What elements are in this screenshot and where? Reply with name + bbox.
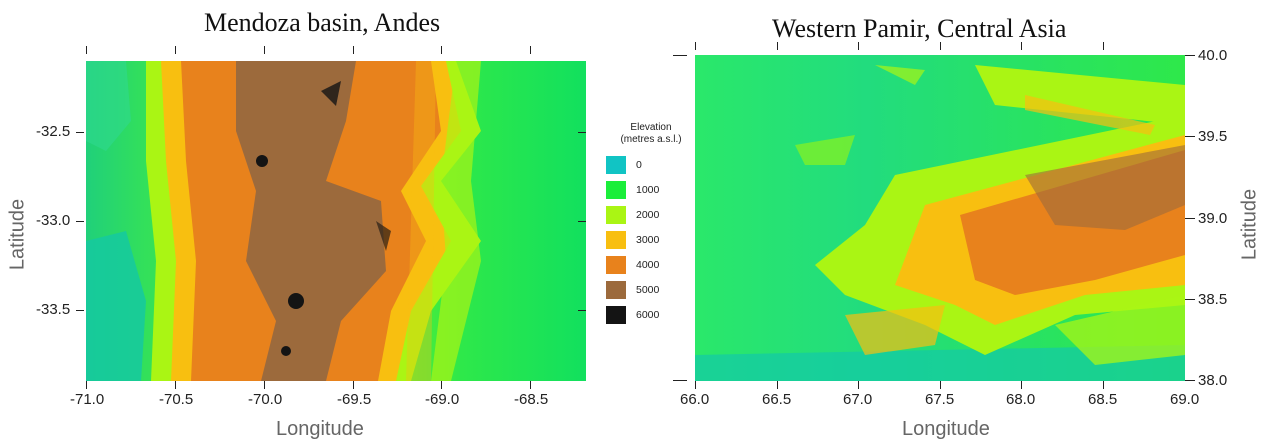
left-side-tick [76, 132, 84, 133]
right-side-tick [1185, 380, 1195, 381]
right-y-tick-label: 40.0 [1198, 47, 1228, 64]
left-bottom-tick [264, 381, 265, 389]
right-x-tick-label: 67.0 [843, 391, 873, 408]
legend-label: 5000 [636, 284, 660, 296]
left-bottom-tick [353, 381, 354, 389]
right-x-tick-label: 67.5 [925, 391, 955, 408]
legend-item: 0 [606, 156, 696, 174]
left-top-tick [441, 46, 442, 54]
legend-label: 6000 [636, 309, 660, 321]
left-y-tick-label: -33.5 [36, 301, 71, 318]
right-side-tick [1185, 299, 1195, 300]
right-side-tick [673, 55, 687, 56]
legend-label: 2000 [636, 209, 660, 221]
left-y-axis-label: Latitude [6, 198, 29, 271]
right-y-tick-label: 38.0 [1198, 372, 1228, 389]
right-bottom-tick [695, 381, 696, 389]
right-top-tick [777, 42, 778, 50]
left-y-tick-label: -32.5 [36, 123, 71, 140]
right-y-tick-label: 39.0 [1198, 210, 1228, 227]
legend-swatch [606, 206, 626, 224]
legend-label: 4000 [636, 259, 660, 271]
right-y-tick-label: 39.5 [1198, 128, 1228, 145]
right-side-tick [1185, 218, 1195, 219]
right-map-title: Western Pamir, Central Asia [772, 14, 1067, 43]
left-x-tick-label: -70.5 [159, 391, 194, 408]
right-elevation-map [695, 55, 1185, 381]
legend-label: 3000 [636, 234, 660, 246]
left-y-tick-label: -33.0 [36, 212, 71, 229]
legend-item: 1000 [606, 181, 696, 199]
left-top-tick [353, 46, 354, 54]
legend-swatch [606, 156, 626, 174]
right-x-tick-label: 68.5 [1088, 391, 1118, 408]
left-x-tick-label: -69.0 [425, 391, 460, 408]
legend-label: 0 [636, 159, 642, 171]
legend-swatch [606, 181, 626, 199]
right-x-tick-label: 66.0 [680, 391, 710, 408]
right-top-tick [1103, 42, 1104, 50]
right-side-tick [1185, 136, 1195, 137]
legend-item: 5000 [606, 281, 696, 299]
right-x-tick-label: 69.0 [1170, 391, 1200, 408]
legend-swatch [606, 256, 626, 274]
left-side-tick [76, 221, 84, 222]
legend-swatch [606, 281, 626, 299]
legend-title: Elevation [630, 122, 672, 133]
left-x-tick-label: -68.5 [514, 391, 549, 408]
right-x-axis-label: Longitude [902, 418, 990, 440]
legend-item: 4000 [606, 256, 696, 274]
right-top-tick [1021, 42, 1022, 50]
legend-item: 6000 [606, 306, 696, 324]
left-x-tick-label: -71.0 [70, 391, 105, 408]
left-x-tick-label: -69.5 [337, 391, 372, 408]
right-bottom-tick [940, 381, 941, 389]
legend-swatch [606, 231, 626, 249]
left-elevation-map [86, 61, 586, 381]
left-top-tick [530, 46, 531, 54]
right-side-tick [673, 380, 687, 381]
legend-item: 3000 [606, 231, 696, 249]
left-side-tick [578, 132, 586, 133]
left-side-tick [578, 221, 586, 222]
right-y-axis-label: Latitude [1238, 188, 1261, 261]
right-side-tick [1185, 55, 1195, 56]
elevation-legend: Elevation (metres a.s.l.) 0 1000 2000 30… [606, 122, 696, 324]
right-bottom-tick [858, 381, 859, 389]
right-top-tick [695, 42, 696, 50]
right-x-tick-label: 68.0 [1006, 391, 1036, 408]
right-y-tick-label: 38.5 [1198, 291, 1228, 308]
left-bottom-tick [530, 381, 531, 389]
right-x-tick-label: 66.5 [762, 391, 792, 408]
legend-item: 2000 [606, 206, 696, 224]
right-bottom-tick [1103, 381, 1104, 389]
left-side-tick [578, 310, 586, 311]
left-bottom-tick [441, 381, 442, 389]
left-side-tick [76, 310, 84, 311]
left-bottom-tick [86, 381, 87, 389]
right-bottom-tick [777, 381, 778, 389]
right-bottom-tick [1021, 381, 1022, 389]
left-bottom-tick [175, 381, 176, 389]
legend-swatch [606, 306, 626, 324]
left-top-tick [86, 46, 87, 54]
left-x-tick-label: -70.0 [248, 391, 283, 408]
right-top-tick [858, 42, 859, 50]
left-top-tick [264, 46, 265, 54]
left-map-title: Mendoza basin, Andes [204, 8, 441, 37]
legend-subtitle: (metres a.s.l.) [620, 134, 682, 145]
right-top-tick [940, 42, 941, 50]
left-top-tick [175, 46, 176, 54]
legend-label: 1000 [636, 184, 660, 196]
left-x-axis-label: Longitude [276, 418, 364, 440]
